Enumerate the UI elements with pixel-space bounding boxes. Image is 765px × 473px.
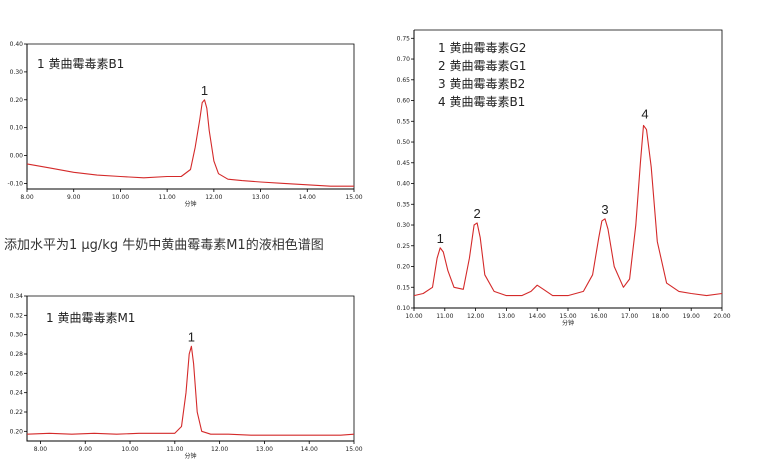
chart0-ytick-label: 0.00 [10,153,24,160]
chart1-frame [414,29,723,308]
chart1-xtick-label: 18.00 [652,313,669,320]
chart0-xtick-label: 15.00 [345,194,362,201]
chart0-frame [27,43,355,189]
chart1-xtick-label: 12.00 [467,313,484,320]
chart0-ytick-label: 0.20 [10,97,24,104]
chart-aflatoxin-mix: 10.00 11.00 12.00 13.00 14.00 15.00 16.00 17.00… [396,22,741,336]
chart-aflatoxin-m1: 8.00 9.00 10.00 11.00 12.00 13.00 14.00 15.00 0.… [0,288,365,460]
chart1-peak-label: 4 [641,106,648,121]
chart2-ytick-label: 0.26 [10,370,24,377]
chart1-ytick-label: 0.15 [397,284,411,291]
chart2-ytick-label: 0.20 [10,428,24,435]
chart0-peak-label: 1 [201,83,208,98]
chart1-legend-entry: 1 黄曲霉毒素G2 [438,41,526,55]
chart2-ytick-label: 0.28 [10,351,24,358]
chart2-xtick-label: 12.00 [211,446,228,453]
chart2-peak-label: 1 [188,329,195,344]
chart1-xtick-label: 17.00 [621,313,638,320]
chart2-ytick-label: 0.24 [10,390,24,397]
chart0-ytick-label: -0.10 [7,180,23,187]
chart1-ytick-label: 0.35 [397,201,411,208]
chart2-xtick-label: 15.00 [345,446,362,453]
chart2-xtick-label: 10.00 [121,446,138,453]
chart-aflatoxin-b1: 8.00 9.00 10.00 11.00 12.00 13.00 14.00 15.00 -0… [0,36,365,218]
chart0-xtick-label: 10.00 [112,194,129,201]
chart-aflatoxin-mix-svg: 10.00 11.00 12.00 13.00 14.00 15.00 16.00 17.00… [397,29,731,327]
chart0-ytick-label: 0.40 [10,41,24,48]
chart2-xtick-label: 13.00 [256,446,273,453]
chart1-ytick-label: 0.20 [397,264,411,271]
chart0-ytick-label: 0.10 [10,125,24,132]
chart2-legend-entry: 1 黄曲霉毒素M1 [46,311,135,325]
chart2-frame [27,295,355,441]
chart2-xtick-label: 8.00 [34,446,48,453]
chart0-xtick-label: 11.00 [159,194,176,201]
chart1-xlabel: 分钟 [562,319,574,327]
chart1-ytick-label: 0.45 [397,160,411,167]
chart2-xlabel: 分钟 [184,452,196,460]
chart1-peak-label: 1 [437,231,444,246]
chart1-ytick-label: 0.75 [397,35,411,42]
chart0-xlabel: 分钟 [184,200,196,208]
chart1-ytick-label: 0.60 [397,98,411,105]
chart-aflatoxin-b1-svg: 8.00 9.00 10.00 11.00 12.00 13.00 14.00 15.00-0… [7,41,362,208]
chart1-ytick-label: 0.55 [397,118,411,125]
chart1-ytick-label: 0.70 [397,56,411,63]
chart0-xtick-label: 8.00 [20,194,34,201]
chart0-xtick-label: 14.00 [299,194,316,201]
chart0-ytick-label: 0.30 [10,69,24,76]
chart0-legend-entry: 1 黄曲霉毒素B1 [37,57,124,71]
chart0-xtick-label: 13.00 [252,194,269,201]
chart2-series-line [26,345,355,436]
chart1-xtick-label: 13.00 [498,313,515,320]
chart2-ytick-label: 0.34 [10,293,24,300]
chart2-ytick-label: 0.30 [10,332,24,339]
chart-caption: 添加水平为1 μg/kg 牛奶中黄曲霉毒素M1的液相色谱图 [4,238,324,253]
chart1-ytick-label: 0.30 [397,222,411,229]
chart2-ytick-label: 0.32 [10,312,24,319]
chart1-xtick-label: 15.00 [559,313,576,320]
chart1-legend-entry: 2 黄曲霉毒素G1 [438,59,526,73]
chart1-ytick-label: 0.40 [397,181,411,188]
chart1-ytick-label: 0.10 [397,305,411,312]
chart1-series-line [413,124,723,297]
chart1-xtick-label: 20.00 [713,313,730,320]
chart1-xtick-label: 16.00 [590,313,607,320]
chart1-xtick-label: 10.00 [405,313,422,320]
chart2-xtick-label: 11.00 [166,446,183,453]
chart-aflatoxin-m1-svg: 8.00 9.00 10.00 11.00 12.00 13.00 14.00 15.00 0.… [10,293,363,460]
chart1-ytick-label: 0.65 [397,77,411,84]
chart1-peak-label: 2 [474,206,481,221]
chart1-ytick-label: 0.25 [397,243,411,250]
chart1-legend-entry: 3 黄曲霉毒素B2 [438,77,525,91]
chart1-xtick-label: 11.00 [436,313,453,320]
chart1-xtick-label: 14.00 [529,313,546,320]
chart0-series-line [26,99,354,187]
chart2-axes [26,296,354,442]
chart2-ytick-label: 0.22 [10,409,24,416]
chart0-xtick-label: 12.00 [205,194,222,201]
chart1-ytick-label: 0.50 [397,139,411,146]
chart1-legend-entry: 4 黄曲霉毒素B1 [438,95,525,109]
chart0-xtick-label: 9.00 [67,194,81,201]
chart2-xtick-label: 9.00 [79,446,93,453]
chart2-xtick-label: 14.00 [301,446,318,453]
chart1-xtick-label: 19.00 [683,313,700,320]
chart1-peak-label: 3 [601,202,608,217]
